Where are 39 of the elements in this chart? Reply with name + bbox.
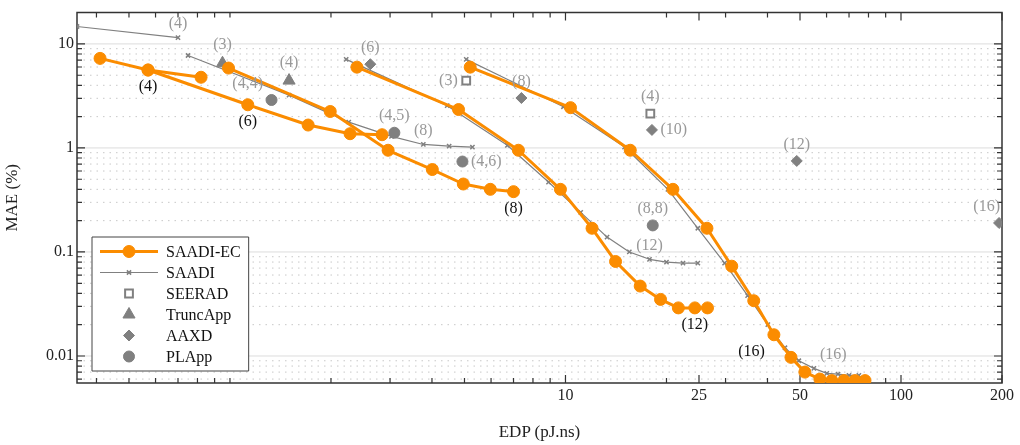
y-tick-label: 10	[58, 34, 74, 52]
annotation: (8)	[504, 198, 523, 217]
annotation: (4,4)	[232, 73, 264, 92]
annotation: (4,5)	[379, 106, 410, 125]
y-axis-title: MAE (%)	[1, 164, 21, 232]
annotation: (16)	[738, 341, 765, 360]
legend-label: SAADI	[166, 263, 215, 281]
annotation: (4,6)	[470, 151, 502, 170]
annotation: (4)	[640, 87, 660, 106]
x-tick-label: 25	[691, 385, 707, 403]
x-tick-label: 200	[990, 385, 1014, 403]
annotation: (12)	[681, 315, 709, 334]
annotation: (16)	[973, 196, 1000, 215]
x-axis-title: EDP (pJ.ns)	[498, 422, 581, 442]
x-tick-label: 50	[792, 385, 808, 403]
legend-label: TruncApp	[166, 305, 232, 324]
annotation: (6)	[238, 111, 258, 130]
annotation: (4)	[168, 13, 188, 32]
annotation: (8)	[512, 71, 531, 90]
annotation: (4)	[138, 77, 158, 96]
x-tick-label: 10	[557, 385, 574, 403]
annotation: (10)	[660, 120, 688, 139]
legend-label: SAADI-EC	[166, 242, 241, 260]
y-tick-label: 0.01	[46, 346, 74, 364]
legend-label: SEERAD	[166, 284, 229, 302]
annotation: (12)	[783, 134, 811, 153]
legend-label: PLApp	[166, 347, 213, 366]
annotation: (3)	[439, 70, 458, 89]
y-tick-label: 1	[66, 138, 74, 156]
y-tick-label: 0.1	[54, 242, 74, 260]
annotation: (8)	[414, 120, 433, 139]
annotation: (12)	[636, 235, 663, 254]
x-tick-label: 100	[889, 385, 913, 403]
legend-label: AAXD	[166, 326, 213, 344]
annotation: (4)	[279, 52, 299, 71]
annotation: (16)	[819, 344, 847, 363]
annotation: (3)	[213, 35, 232, 54]
annotation: (8,8)	[637, 199, 669, 218]
annotation: (6)	[360, 37, 380, 56]
